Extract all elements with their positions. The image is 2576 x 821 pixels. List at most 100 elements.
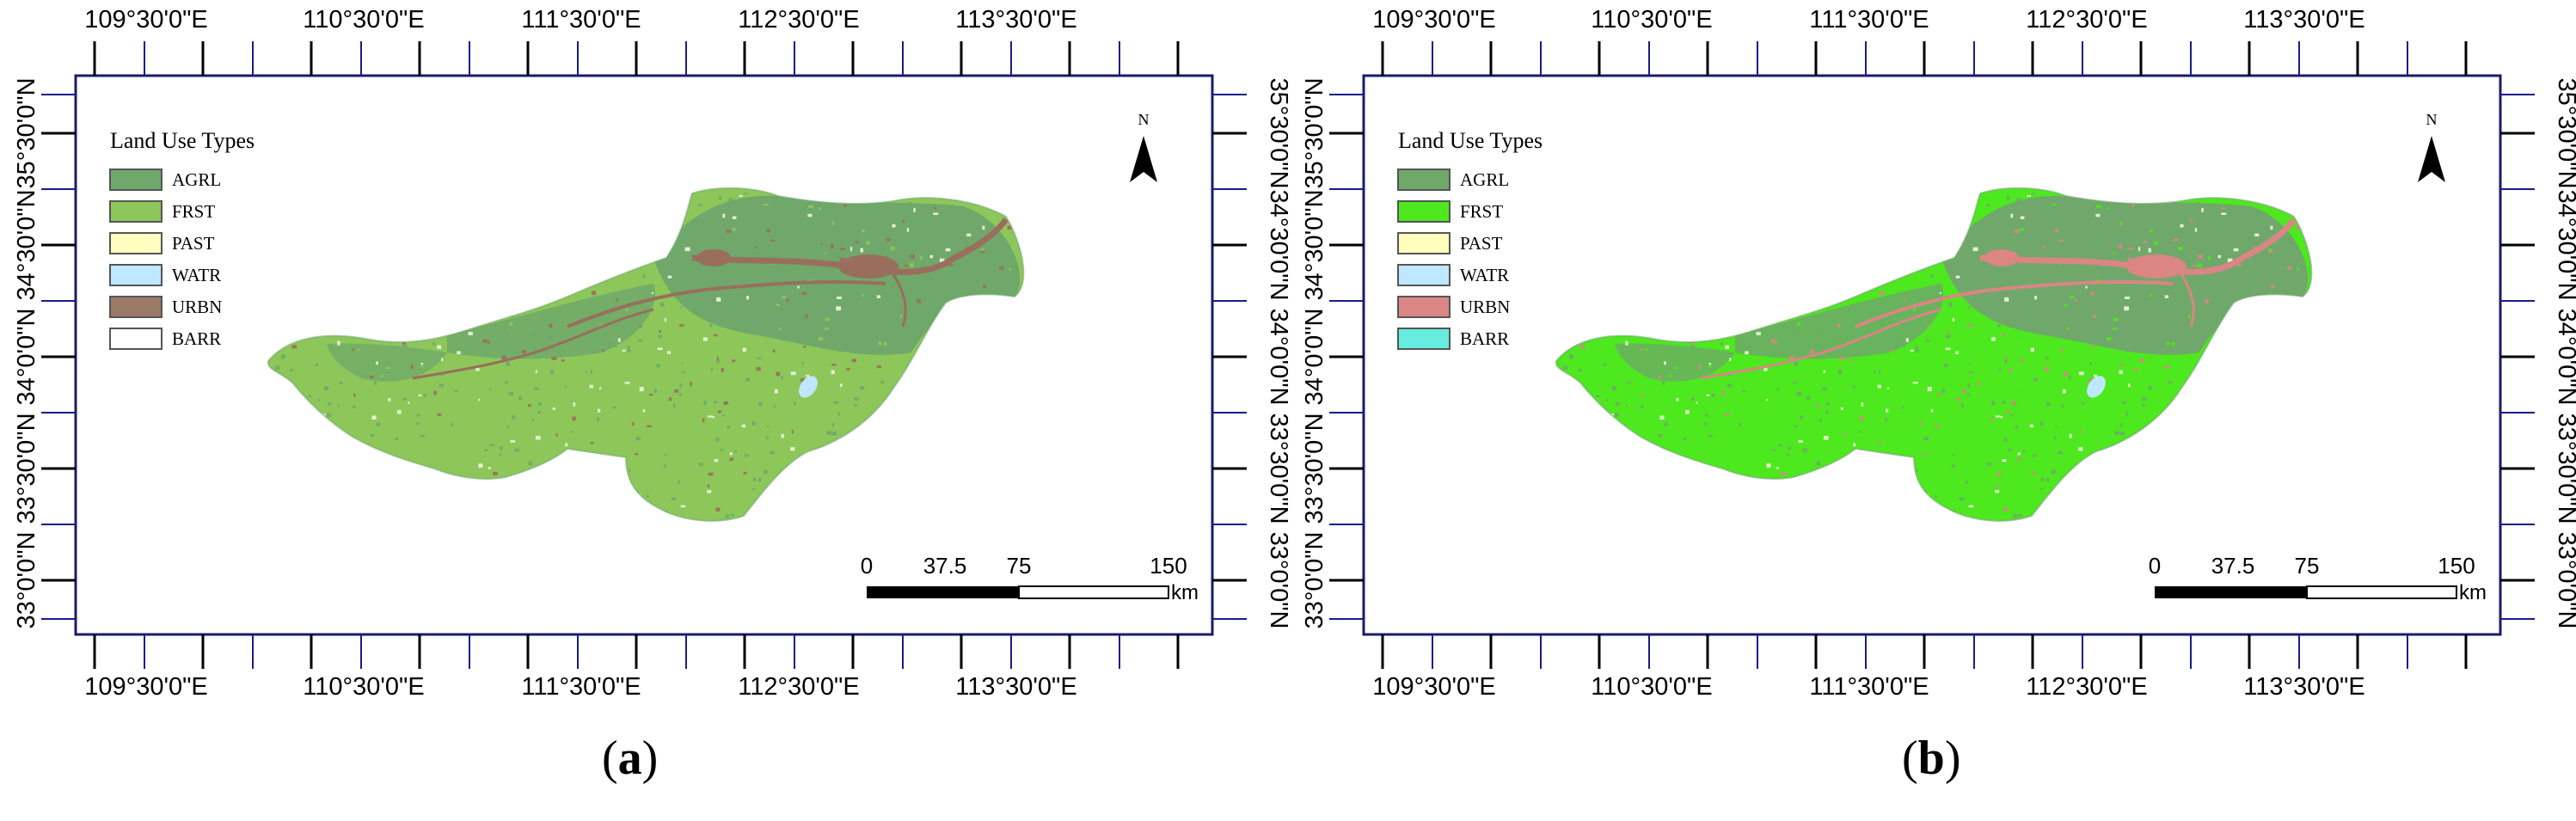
legend-swatch	[1397, 232, 1451, 254]
legend-title: Land Use Types	[110, 128, 255, 153]
scale-label-150: 150	[2438, 553, 2475, 579]
legend-label: URBN	[1460, 297, 1510, 317]
lat-label-left: 33°0'0"N	[13, 532, 40, 629]
scale-label-37: 37.5	[923, 553, 967, 579]
legend-swatch	[1397, 200, 1451, 223]
legend-swatch	[109, 296, 163, 318]
legend-label: WATR	[1460, 265, 1509, 285]
scale-bar: 0 37.5 75 150 km	[861, 553, 1199, 604]
caption-letter: a	[617, 732, 642, 785]
caption-letter: b	[1917, 732, 1945, 785]
legend-swatch	[1397, 296, 1451, 318]
lon-label-top: 112°30'0"E	[2026, 6, 2147, 34]
lat-label-left: 34°30'0"N	[13, 189, 40, 300]
scale-label-0: 0	[2149, 553, 2161, 579]
caption-a: (a)	[602, 731, 658, 786]
lat-label-right: 33°30'0"N	[1265, 413, 1288, 524]
scale-bar-white	[2306, 585, 2457, 599]
legend-swatch	[109, 264, 163, 286]
scale-unit: km	[2459, 581, 2487, 604]
lat-label-left: 34°30'0"N	[1301, 189, 1328, 300]
scale-bar: 0 37.5 75 150 km	[2149, 553, 2487, 604]
legend-label: PAST	[1460, 233, 1503, 254]
legend-swatch	[109, 168, 163, 191]
legend: Land Use Types AGRL FRST PAST WATR URBN BARR	[109, 128, 255, 350]
lon-label-top: 109°30'0"E	[84, 6, 208, 34]
legend-swatch	[1397, 328, 1451, 350]
lat-label-left: 34°0'0"N	[1301, 309, 1328, 406]
lon-label-top: 110°30'0"E	[1591, 6, 1712, 34]
legend-label: URBN	[172, 297, 222, 317]
lon-label-bottom: 110°30'0"E	[303, 673, 424, 701]
lat-label-right: 34°30'0"N	[2553, 189, 2576, 300]
lon-label-top: 110°30'0"E	[303, 6, 424, 34]
lat-label-right: 34°0'0"N	[2553, 309, 2576, 406]
lat-label-right: 34°30'0"N	[1265, 189, 1288, 300]
lon-label-bottom: 112°30'0"E	[738, 673, 859, 701]
scale-label-37: 37.5	[2211, 553, 2255, 579]
north-label: N	[2426, 111, 2438, 128]
lat-label-right: 35°30'0"N	[2553, 77, 2576, 188]
legend-label: AGRL	[1460, 169, 1509, 190]
lon-label-bottom: 112°30'0"E	[2026, 673, 2147, 701]
caption-paren: (	[1902, 732, 1918, 785]
lat-label-right: 33°0'0"N	[2553, 532, 2576, 629]
legend-label: WATR	[172, 265, 221, 285]
legend-swatch	[109, 328, 163, 350]
lon-label-bottom: 113°30'0"E	[2243, 673, 2364, 701]
scale-bar-black	[2155, 586, 2307, 598]
map-panel-b: 109°30'0"E 110°30'0"E 111°30'0"E 112°30'…	[1301, 6, 2576, 701]
lat-label-left: 35°30'0"N	[1301, 77, 1328, 188]
scale-unit: km	[1171, 581, 1199, 604]
lon-label-bottom: 110°30'0"E	[1591, 673, 1712, 701]
lon-label-bottom: 109°30'0"E	[1372, 673, 1496, 701]
lon-label-top: 113°30'0"E	[955, 6, 1076, 34]
north-label: N	[1138, 111, 1150, 128]
legend-swatch	[1397, 168, 1451, 191]
lat-label-right: 35°30'0"N	[1265, 77, 1288, 188]
legend: Land Use Types AGRL FRST PAST WATR URBN BARR	[1397, 128, 1543, 350]
legend-swatch	[109, 232, 163, 254]
legend-label: AGRL	[172, 169, 221, 190]
lon-label-top: 111°30'0"E	[1809, 6, 1929, 34]
scale-label-0: 0	[861, 553, 873, 579]
lon-label-top: 112°30'0"E	[738, 6, 859, 34]
scale-label-75: 75	[1007, 553, 1032, 579]
lon-label-top: 109°30'0"E	[1372, 6, 1496, 34]
lat-label-right: 33°0'0"N	[1265, 532, 1288, 629]
lat-label-left: 34°0'0"N	[13, 309, 40, 406]
legend-title: Land Use Types	[1398, 128, 1543, 153]
scale-bar-white	[1018, 585, 1169, 599]
lat-label-right: 34°0'0"N	[1265, 309, 1288, 406]
legend-label: FRST	[172, 201, 215, 222]
lat-label-right: 33°30'0"N	[2553, 413, 2576, 524]
caption-paren: )	[1944, 732, 1961, 785]
scale-label-150: 150	[1150, 553, 1187, 579]
scale-bar-black	[867, 586, 1019, 598]
lon-label-bottom: 111°30'0"E	[1809, 673, 1929, 701]
north-arrow-icon: N	[2418, 111, 2445, 182]
north-arrow-icon: N	[1130, 111, 1157, 182]
caption-paren: (	[602, 732, 618, 785]
legend-label: BARR	[1460, 328, 1509, 349]
lon-label-top: 111°30'0"E	[521, 6, 641, 34]
caption-paren: )	[641, 732, 659, 785]
lat-label-left: 33°30'0"N	[1301, 413, 1328, 524]
legend-swatch	[109, 200, 163, 223]
map-panel-a: 109°30'0"E 110°30'0"E 111°30'0"E 112°30'…	[13, 6, 1288, 701]
scale-label-75: 75	[2295, 553, 2320, 579]
lat-label-left: 35°30'0"N	[13, 77, 40, 188]
legend-label: FRST	[1460, 201, 1503, 222]
lat-label-left: 33°30'0"N	[13, 413, 40, 524]
lon-label-top: 113°30'0"E	[2243, 6, 2364, 34]
lat-label-left: 33°0'0"N	[1301, 532, 1328, 629]
study-area-region	[1555, 187, 2313, 522]
legend-label: BARR	[172, 328, 221, 349]
lon-label-bottom: 113°30'0"E	[955, 673, 1076, 701]
caption-b: (b)	[1902, 731, 1960, 786]
graticule-ticks	[1329, 41, 2535, 669]
legend-label: PAST	[172, 233, 215, 254]
lon-label-bottom: 109°30'0"E	[84, 673, 208, 701]
lon-label-bottom: 111°30'0"E	[521, 673, 641, 701]
graticule-ticks	[41, 41, 1247, 669]
